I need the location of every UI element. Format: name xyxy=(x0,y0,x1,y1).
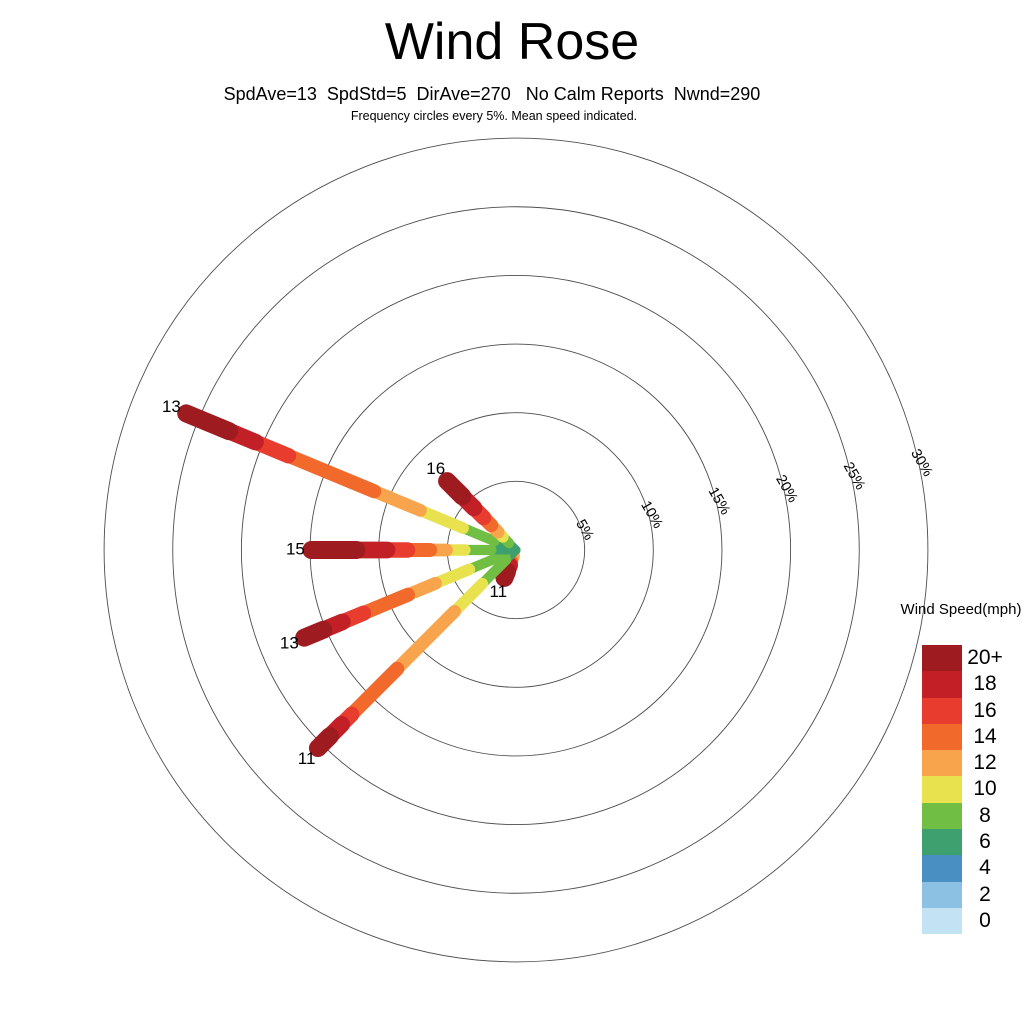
petal-mean-speed-label-NW: 16 xyxy=(426,459,445,478)
chart-note: Frequency circles every 5%. Mean speed i… xyxy=(350,109,638,123)
legend-item: 4 xyxy=(922,855,1024,882)
legend-label: 12 xyxy=(973,751,997,775)
petal-mean-speed-label-W: 15 xyxy=(286,539,305,558)
legend-label: 0 xyxy=(979,908,991,932)
petal-segment-WSW-8mph xyxy=(464,549,511,575)
petal-segment-WNW-12mph xyxy=(367,484,427,517)
legend-label: 10 xyxy=(973,777,997,801)
frequency-rings xyxy=(103,137,929,963)
legend-swatch xyxy=(922,881,962,908)
legend-item: 12 xyxy=(922,750,1024,777)
legend-rows: 20+ 18 16 14 12 10 8 6 4 2 0 xyxy=(895,645,1024,935)
legend-title: Wind Speed(mph) xyxy=(900,601,1022,618)
frequency-ring xyxy=(240,274,792,826)
frequency-ring xyxy=(103,137,929,963)
petal-segment-NW-20mph xyxy=(438,472,472,506)
petal-segment-SW-10mph xyxy=(448,577,489,618)
ring-label: 25% xyxy=(840,460,868,493)
legend-item: 6 xyxy=(922,829,1024,856)
legend-item: 10 xyxy=(922,776,1024,803)
legend-swatch xyxy=(922,750,962,777)
ring-label: 5% xyxy=(572,517,596,543)
legend-item: 16 xyxy=(922,697,1024,724)
legend-swatch xyxy=(922,697,962,724)
legend-label: 16 xyxy=(973,698,997,722)
petal-segment-SW-20mph xyxy=(308,727,339,758)
petal-mean-speed-label-WSW: 13 xyxy=(280,633,299,652)
ring-label: 10% xyxy=(637,498,665,531)
ring-label: 20% xyxy=(772,472,800,505)
legend-swatch xyxy=(922,829,962,856)
frequency-ring xyxy=(172,206,860,894)
legend-item: 20+ xyxy=(922,645,1024,672)
legend-label: 2 xyxy=(979,882,991,906)
petal-mean-speed-label-SSW: 11 xyxy=(489,582,507,601)
legend-swatch xyxy=(922,776,962,803)
legend-swatch xyxy=(922,723,962,751)
petal-segment-WNW-20mph xyxy=(177,404,239,441)
legend-label: 8 xyxy=(979,803,991,827)
legend-swatch xyxy=(922,855,962,882)
legend-item: 2 xyxy=(922,881,1024,908)
legend-item: 18 xyxy=(922,671,1024,698)
legend: Wind Speed(mph) 20+ 18 16 14 12 10 8 6 4 2 0 xyxy=(895,601,1024,935)
petal-segment-WNW-14mph xyxy=(281,448,382,499)
legend-label: 18 xyxy=(973,672,997,696)
legend-item: 8 xyxy=(922,802,1024,830)
ring-label: 15% xyxy=(705,485,733,518)
legend-label: 14 xyxy=(973,724,997,748)
petal-segment-SW-14mph xyxy=(344,661,405,722)
chart-title: Wind Rose xyxy=(384,13,640,71)
ring-label: 30% xyxy=(907,446,935,479)
legend-swatch xyxy=(922,802,962,830)
petal-mean-speed-label-SW: 11 xyxy=(298,749,316,768)
legend-swatch xyxy=(922,907,962,935)
petal-segment-SSW-20mph xyxy=(495,562,516,587)
legend-label: 6 xyxy=(979,830,991,854)
petal-mean-speed-label-WNW: 13 xyxy=(162,397,181,416)
chart-subtitle: SpdAve=13 SpdStd=5 DirAve=270 No Calm Re… xyxy=(223,84,761,104)
petal-segment-WSW-14mph xyxy=(356,587,416,621)
legend-item: 0 xyxy=(922,907,1024,935)
petal-segment-WSW-20mph xyxy=(295,620,333,647)
legend-item: 14 xyxy=(922,723,1024,751)
legend-label: 20+ xyxy=(967,646,1003,669)
legend-swatch xyxy=(922,671,962,698)
petals xyxy=(177,404,521,758)
petal-segment-SW-12mph xyxy=(390,604,462,676)
legend-label: 4 xyxy=(979,856,991,880)
petal-segment-WNW-10mph xyxy=(414,504,469,534)
legend-swatch xyxy=(922,645,962,672)
